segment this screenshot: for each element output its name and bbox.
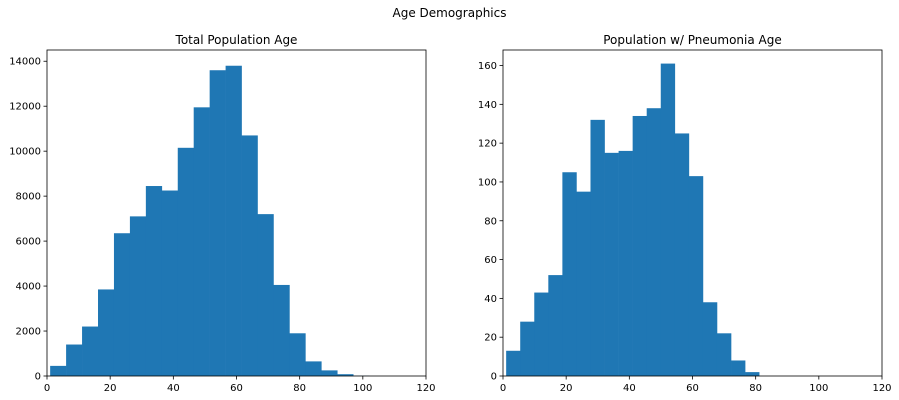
- pneumonia-histogram-bar: [674, 133, 690, 376]
- pneumonia-histogram-bar: [745, 372, 760, 376]
- pneumonia-histogram-bar: [688, 176, 704, 376]
- figure-suptitle: Age Demographics: [393, 6, 507, 20]
- pneumonia-x-tick-label: 120: [872, 383, 891, 394]
- pneumonia-histogram-bar: [506, 350, 521, 376]
- total-y-tick-label: 0: [35, 372, 41, 383]
- pneumonia-histogram-bar: [604, 152, 619, 376]
- total-histogram-bar: [305, 361, 322, 376]
- total-histogram-bar: [289, 333, 306, 376]
- total-x-tick-label: 0: [44, 383, 50, 394]
- pneumonia-x-tick-label: 20: [560, 383, 573, 394]
- total-histogram-bar: [113, 233, 131, 376]
- pneumonia-y-tick-label: 80: [484, 216, 497, 227]
- pneumonia-histogram-bar: [520, 321, 535, 376]
- pneumonia-y-tick-label: 120: [478, 139, 497, 150]
- pneumonia-histogram-bar: [534, 292, 549, 376]
- total-histogram-bar: [177, 147, 195, 376]
- total-chart-title: Total Population Age: [175, 33, 298, 47]
- total-histogram-bar: [273, 284, 290, 376]
- pneumonia-x-tick-label: 40: [623, 383, 636, 394]
- total-x-tick-label: 120: [416, 383, 435, 394]
- pneumonia-x-tick-label: 100: [809, 383, 828, 394]
- pneumonia-histogram-bar: [576, 191, 591, 376]
- total-histogram-bar: [98, 289, 115, 376]
- pneumonia-y-tick-label: 20: [484, 333, 497, 344]
- total-y-tick-label: 12000: [9, 102, 41, 113]
- chart-pneumonia-population: Population w/ Pneumonia Age 0 20 40 60 80 100 1…: [478, 33, 892, 394]
- pneumonia-histogram-bar: [702, 302, 718, 376]
- total-x-tick-label: 20: [104, 383, 117, 394]
- pneumonia-x-tick-label: 60: [686, 383, 699, 394]
- pneumonia-histogram-bar: [562, 172, 577, 376]
- total-histogram-bar: [66, 344, 83, 376]
- pneumonia-histogram-bar: [646, 108, 662, 376]
- pneumonia-y-tick-label: 140: [478, 100, 497, 111]
- total-histogram-bar: [161, 190, 179, 376]
- pneumonia-histogram-bar: [590, 119, 605, 376]
- pneumonia-histogram-bar: [716, 333, 732, 376]
- total-histogram-bar: [337, 374, 354, 376]
- total-histogram-bar: [193, 107, 210, 377]
- total-histogram-bar: [209, 70, 226, 376]
- chart-total-population: Total Population Age 0 20 40 60 80 100 120 0 2000…: [9, 33, 435, 394]
- pneumonia-y-tick-label: 0: [491, 372, 497, 383]
- total-y-tick-label: 10000: [9, 147, 41, 158]
- pneumonia-y-tick-label: 40: [484, 294, 497, 305]
- total-x-tick-label: 60: [230, 383, 243, 394]
- total-histogram-bar: [241, 135, 258, 376]
- pneumonia-x-tick-label: 80: [749, 383, 762, 394]
- total-y-tick-label: 4000: [16, 282, 41, 293]
- total-y-tick-label: 14000: [9, 57, 41, 68]
- total-histogram-bar: [225, 65, 242, 377]
- total-y-tick-label: 8000: [16, 192, 41, 203]
- total-histogram-bar: [50, 365, 67, 376]
- pneumonia-histogram-bar: [731, 360, 746, 376]
- pneumonia-x-tick-label: 0: [500, 383, 506, 394]
- total-y-tick-label: 6000: [16, 237, 41, 248]
- total-histogram-bar: [129, 216, 147, 376]
- pneumonia-histogram-bar: [660, 63, 676, 376]
- pneumonia-y-tick-label: 60: [484, 255, 497, 266]
- pneumonia-histogram-bar: [548, 275, 563, 376]
- total-histogram-bar: [145, 186, 163, 376]
- total-histogram-bar: [321, 370, 338, 376]
- pneumonia-chart-title: Population w/ Pneumonia Age: [603, 33, 782, 47]
- pneumonia-histogram-bar: [632, 115, 648, 376]
- total-x-tick-label: 40: [167, 383, 180, 394]
- pneumonia-y-tick-label: 100: [478, 177, 497, 188]
- total-x-tick-label: 80: [293, 383, 306, 394]
- total-x-tick-label: 100: [353, 383, 372, 394]
- total-histogram-bar: [257, 214, 274, 376]
- pneumonia-histogram-bar: [618, 150, 633, 376]
- total-y-tick-label: 2000: [16, 327, 41, 338]
- total-histogram-bar: [82, 326, 99, 376]
- pneumonia-y-tick-label: 160: [478, 61, 497, 72]
